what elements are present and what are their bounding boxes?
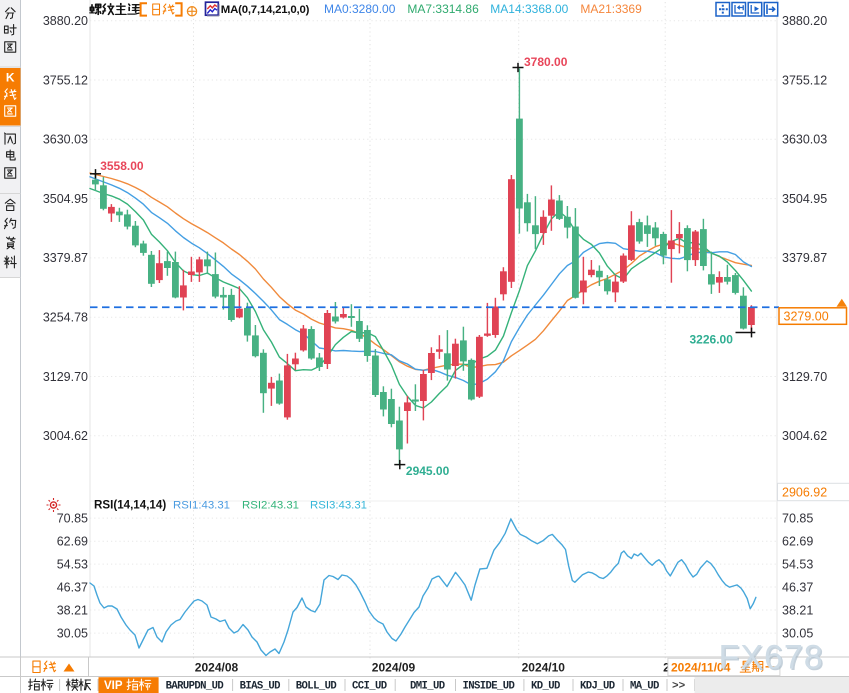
svg-text:MA21:3369: MA21:3369 bbox=[580, 2, 642, 16]
svg-text:3226.00: 3226.00 bbox=[690, 333, 734, 347]
svg-text:3780.00: 3780.00 bbox=[524, 55, 568, 69]
svg-text:3630.03: 3630.03 bbox=[782, 133, 827, 147]
svg-text:30.05: 30.05 bbox=[57, 626, 88, 640]
svg-text:BARUPDN_UD: BARUPDN_UD bbox=[166, 680, 224, 692]
svg-text:3129.70: 3129.70 bbox=[43, 370, 88, 384]
svg-text:BOLL_UD: BOLL_UD bbox=[296, 680, 337, 692]
svg-text:3504.95: 3504.95 bbox=[782, 192, 827, 206]
svg-text:3880.20: 3880.20 bbox=[782, 14, 827, 28]
svg-text:30.05: 30.05 bbox=[782, 626, 813, 640]
svg-text:3379.87: 3379.87 bbox=[43, 251, 88, 265]
svg-text:BIAS_UD: BIAS_UD bbox=[240, 680, 281, 692]
svg-text:VIP: VIP bbox=[104, 680, 123, 692]
svg-text:3004.62: 3004.62 bbox=[782, 429, 827, 443]
svg-text:3379.87: 3379.87 bbox=[782, 251, 827, 265]
svg-text:38.21: 38.21 bbox=[57, 603, 88, 617]
svg-text:46.37: 46.37 bbox=[782, 580, 813, 594]
svg-text:DMI_UD: DMI_UD bbox=[410, 680, 445, 692]
svg-text:3279.00: 3279.00 bbox=[784, 310, 829, 324]
svg-text:2024/08: 2024/08 bbox=[195, 660, 239, 674]
svg-text:CCI_UD: CCI_UD bbox=[352, 680, 387, 692]
svg-text:62.69: 62.69 bbox=[782, 535, 813, 549]
svg-text:>>: >> bbox=[672, 681, 686, 693]
svg-text:MA(0,7,14,21,0,0): MA(0,7,14,21,0,0) bbox=[221, 4, 310, 16]
svg-text:FX678: FX678 bbox=[720, 640, 825, 678]
svg-text:2945.00: 2945.00 bbox=[406, 464, 450, 478]
svg-text:K: K bbox=[6, 71, 15, 85]
svg-text:MA7:3314.86: MA7:3314.86 bbox=[407, 2, 479, 16]
svg-text:MA0:3280.00: MA0:3280.00 bbox=[324, 2, 396, 16]
svg-text:3129.70: 3129.70 bbox=[782, 370, 827, 384]
svg-text:38.21: 38.21 bbox=[782, 603, 813, 617]
svg-text:54.53: 54.53 bbox=[57, 557, 88, 571]
svg-text:KD_UD: KD_UD bbox=[531, 680, 560, 692]
svg-text:RSI1:43.31: RSI1:43.31 bbox=[173, 500, 230, 512]
svg-text:3004.62: 3004.62 bbox=[43, 429, 88, 443]
svg-text:3880.20: 3880.20 bbox=[43, 14, 88, 28]
svg-text:46.37: 46.37 bbox=[57, 580, 88, 594]
svg-text:3558.00: 3558.00 bbox=[100, 159, 144, 173]
svg-text:2906.92: 2906.92 bbox=[782, 486, 827, 500]
svg-text:RSI3:43.31: RSI3:43.31 bbox=[310, 500, 367, 512]
svg-text:54.53: 54.53 bbox=[782, 557, 813, 571]
svg-text:MA14:3368.00: MA14:3368.00 bbox=[490, 2, 568, 16]
svg-text:RSI2:43.31: RSI2:43.31 bbox=[242, 500, 299, 512]
svg-text:70.85: 70.85 bbox=[57, 511, 88, 525]
svg-text:RSI(14,14,14): RSI(14,14,14) bbox=[94, 499, 166, 512]
svg-text:KDJ_UD: KDJ_UD bbox=[580, 680, 615, 692]
svg-text:3755.12: 3755.12 bbox=[43, 73, 88, 87]
svg-text:3504.95: 3504.95 bbox=[43, 192, 88, 206]
svg-text:3755.12: 3755.12 bbox=[782, 73, 827, 87]
svg-text:FX678: FX678 bbox=[719, 639, 824, 677]
svg-text:2024/10: 2024/10 bbox=[522, 660, 566, 674]
svg-text:62.69: 62.69 bbox=[57, 535, 88, 549]
svg-text:70.85: 70.85 bbox=[782, 511, 813, 525]
svg-text:2024/11/04: 2024/11/04 bbox=[671, 660, 731, 674]
svg-text:3630.03: 3630.03 bbox=[43, 133, 88, 147]
svg-text:MA_UD: MA_UD bbox=[630, 680, 659, 692]
svg-text:INSIDE_UD: INSIDE_UD bbox=[463, 680, 515, 692]
svg-text:3254.78: 3254.78 bbox=[43, 311, 88, 325]
svg-text:2: 2 bbox=[663, 660, 670, 674]
svg-text:2024/09: 2024/09 bbox=[372, 660, 416, 674]
